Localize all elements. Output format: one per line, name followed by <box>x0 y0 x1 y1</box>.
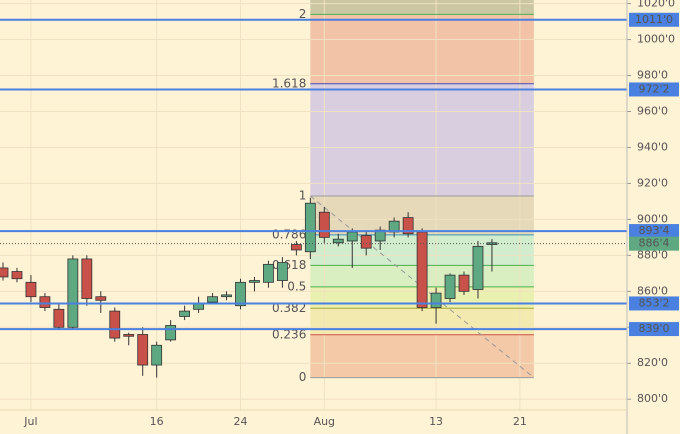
candle-body <box>249 280 260 283</box>
candle-body <box>276 262 288 281</box>
candle-body <box>207 296 218 303</box>
x-tick-label: 21 <box>513 415 527 428</box>
price-tag <box>629 224 679 239</box>
candle-body <box>221 294 232 298</box>
y-tick-label: 960'0 <box>637 104 668 117</box>
candle-body <box>290 244 302 251</box>
candle-body <box>67 258 79 328</box>
candle-body <box>11 271 23 280</box>
y-tick-label: 980'0 <box>637 69 668 82</box>
y-tick-label: 1020'0 <box>637 0 675 10</box>
candle-body <box>360 235 372 249</box>
candle-body <box>109 310 121 339</box>
y-tick-label: 820'0 <box>637 356 668 369</box>
candle-body <box>416 231 428 308</box>
price-tag <box>629 236 679 251</box>
fib-band <box>310 14 534 84</box>
candle-body <box>81 258 93 299</box>
fib-label: 0.5 <box>287 279 306 293</box>
fib-band <box>310 334 534 378</box>
candle-body <box>123 334 135 337</box>
candle-body <box>235 281 246 307</box>
candle-body <box>137 334 149 366</box>
candle-body <box>318 211 330 238</box>
y-tick-label: 1000'0 <box>637 33 675 46</box>
candle-body <box>165 325 177 341</box>
candle-body <box>25 281 37 298</box>
y-tick-label: 900'0 <box>637 212 668 225</box>
candle-body <box>458 274 470 292</box>
fib-label: 0 <box>299 370 307 384</box>
x-tick-label: 13 <box>429 415 443 428</box>
candle-body <box>430 292 442 308</box>
y-tick-label: 880'0 <box>637 248 668 261</box>
y-tick-label: 860'0 <box>637 284 668 297</box>
price-tag-label: 893'4 <box>638 224 669 237</box>
price-tag-label: 886'4 <box>638 237 669 250</box>
price-tag <box>629 322 679 337</box>
fib-label: 2 <box>299 7 307 21</box>
candle-body <box>402 217 414 235</box>
price-tag-label: 853'2 <box>638 296 669 309</box>
x-tick-label: Aug <box>314 415 335 428</box>
price-tag <box>629 296 679 311</box>
price-tag <box>629 12 679 27</box>
candle-body <box>472 245 484 290</box>
price-tag-label: 972'2 <box>638 82 669 95</box>
y-tick-label: 920'0 <box>637 176 668 189</box>
candle-body <box>151 344 163 366</box>
fib-label: 0.236 <box>272 327 306 341</box>
candle-body <box>179 310 191 317</box>
candle-body <box>304 202 316 253</box>
price-tag-label: 1011'0 <box>635 13 673 26</box>
candle-body <box>53 308 65 328</box>
candle-body <box>0 267 9 278</box>
candle-body <box>263 263 274 283</box>
fib-band <box>310 0 534 15</box>
candle-body <box>346 231 358 242</box>
x-tick-label: 24 <box>233 415 247 428</box>
candle-body <box>39 296 51 308</box>
candle-body <box>193 303 204 310</box>
fib-band <box>310 83 534 197</box>
y-tick-label: 940'0 <box>637 140 668 153</box>
candle-body <box>332 238 344 244</box>
price-tag <box>629 82 679 97</box>
x-tick-label: 16 <box>150 415 164 428</box>
fib-label: 0.786 <box>272 227 306 241</box>
price-tag-label: 839'0 <box>638 322 669 335</box>
fib-band <box>310 308 534 335</box>
x-tick-label: Jul <box>23 415 37 428</box>
candle-body <box>444 274 456 299</box>
fib-label: 1 <box>299 189 307 203</box>
candle-body <box>95 296 107 301</box>
y-tick-label: 800'0 <box>637 392 668 405</box>
fib-label: 1.618 <box>272 76 306 90</box>
